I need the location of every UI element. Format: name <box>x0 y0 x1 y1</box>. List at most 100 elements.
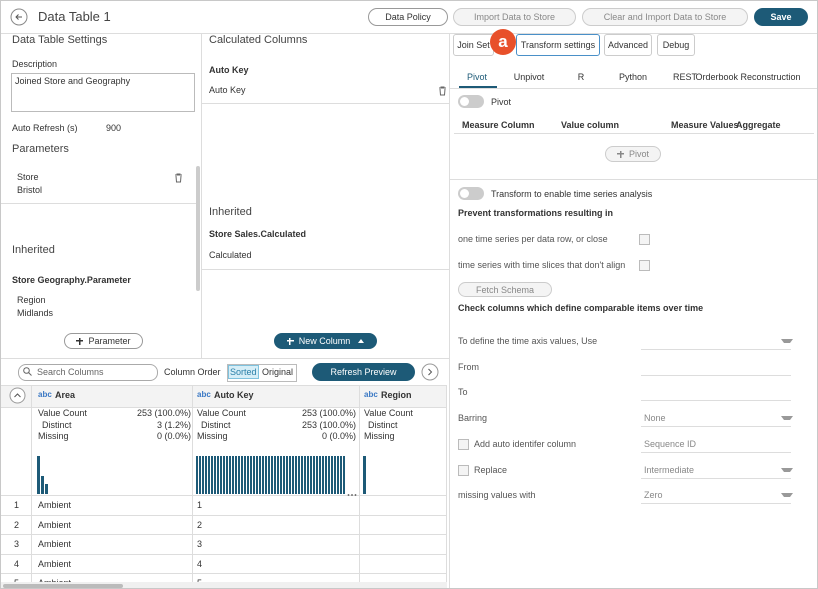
field-input[interactable] <box>641 426 791 428</box>
histogram-bar <box>253 456 255 494</box>
next-button-glyph <box>421 363 439 381</box>
separator <box>202 103 449 104</box>
histogram-bar <box>232 456 234 494</box>
histogram-bar <box>280 456 282 494</box>
clear-import-button[interactable]: Clear and Import Data to Store <box>582 8 748 26</box>
section-title: Calculated Columns <box>209 34 308 46</box>
histogram-bar <box>337 456 339 494</box>
field-input[interactable] <box>641 400 791 402</box>
stat-label: Missing <box>38 431 69 441</box>
field-input[interactable] <box>641 477 791 479</box>
column-name: Region <box>381 390 412 400</box>
checkbox[interactable] <box>458 464 469 476</box>
section-title: Data Table Settings <box>12 34 108 46</box>
search-box[interactable] <box>18 364 158 381</box>
histogram-bar <box>214 456 216 494</box>
cell: 1 <box>197 500 203 510</box>
row-number: 2 <box>14 519 20 530</box>
refresh-preview-button[interactable]: Refresh Preview <box>312 363 415 381</box>
histogram-bar <box>259 456 261 494</box>
caret-icon <box>358 339 365 343</box>
checkbox[interactable] <box>639 260 650 271</box>
field-input[interactable] <box>641 503 791 505</box>
delete-icon[interactable] <box>174 173 183 183</box>
cell: Ambient <box>38 558 72 569</box>
stat-label: Distinct <box>201 419 231 430</box>
button-label: Clear and Import Data to Store <box>603 12 727 22</box>
sub-tab: Orderbook Reconstruction <box>695 72 801 82</box>
delete-icon[interactable] <box>438 86 447 96</box>
import-button[interactable]: Import Data to Store <box>453 8 576 26</box>
fetch-schema-button[interactable]: Fetch Schema <box>458 282 552 297</box>
back-button-glyph <box>10 8 28 26</box>
row-divider <box>1 553 447 555</box>
data-policy-button[interactable]: Data Policy <box>368 8 448 26</box>
preview-divider <box>1 358 449 359</box>
column-name: Calculated <box>209 250 252 260</box>
histogram-bar <box>322 456 324 494</box>
search-icon <box>23 367 32 376</box>
parameter-value: Midlands <box>17 308 54 318</box>
next-button[interactable] <box>421 363 439 381</box>
histogram-bar <box>301 456 303 494</box>
cell: 2 <box>197 519 203 530</box>
field-input[interactable] <box>641 451 791 453</box>
cell: Ambient <box>38 519 72 530</box>
cell: 4 <box>197 558 203 569</box>
section-title: Inherited <box>209 206 252 218</box>
save-button[interactable]: Save <box>754 8 808 26</box>
more-indicator-glyph <box>347 494 357 496</box>
group-title: Check columns which define comparable it… <box>458 303 704 313</box>
field-value: Intermediate <box>644 464 695 475</box>
histogram-bar <box>199 456 201 494</box>
order-active[interactable] <box>228 365 259 379</box>
order-option: Original <box>262 367 294 377</box>
row-divider <box>1 514 447 516</box>
column-type: abc <box>197 390 211 399</box>
histogram-bar <box>325 456 327 494</box>
histogram-bar <box>37 456 40 494</box>
add-pivot-button[interactable]: Pivot <box>605 146 661 162</box>
settings-tab[interactable]: Transform settings <box>516 34 600 56</box>
stat-label: Missing <box>197 431 228 441</box>
column-divider <box>192 385 193 588</box>
settings-tab[interactable]: Debug <box>657 34 695 56</box>
histogram-bar <box>298 456 300 494</box>
stat-value: 253 (100.0%) <box>136 408 191 418</box>
field-label: To define the time axis values, Use <box>458 336 598 346</box>
histogram-bar <box>235 456 237 494</box>
histogram-bar <box>223 456 225 494</box>
table-header: Measure Values <box>671 120 739 130</box>
field-input[interactable] <box>641 374 791 376</box>
row-number: 1 <box>14 500 20 510</box>
new-column-button[interactable]: New Column <box>274 333 377 349</box>
checkbox[interactable] <box>639 234 650 245</box>
dropdown-caret <box>781 493 793 501</box>
horizontal-scrollbar <box>1 582 447 588</box>
settings-tab[interactable]: Join Set <box>453 34 494 56</box>
collapse-button[interactable] <box>9 387 26 404</box>
field-input[interactable] <box>641 349 791 350</box>
field-label: missing values with <box>458 490 536 501</box>
column-name: Auto Key <box>209 85 246 95</box>
button-label: Pivot <box>628 149 649 159</box>
back-button[interactable] <box>10 8 28 26</box>
histogram-bar <box>295 456 297 494</box>
page-title: Data Table 1 <box>38 9 111 24</box>
sub-tab: R <box>577 72 585 82</box>
option-label: one time series per data row, or close <box>458 234 608 244</box>
timeseries-toggle[interactable] <box>458 187 484 200</box>
button-label: Import Data to Store <box>473 12 556 22</box>
button-label: Parameter <box>88 336 131 346</box>
checkbox[interactable] <box>458 438 469 450</box>
histogram-bar <box>271 456 273 494</box>
left-divider <box>201 33 202 359</box>
column-name: Auto Key <box>214 390 254 400</box>
settings-tab[interactable]: Advanced <box>604 34 652 56</box>
add-parameter-button[interactable]: Parameter <box>64 333 143 349</box>
histogram-bar <box>277 456 279 494</box>
group-title: Store Geography.Parameter <box>12 275 131 285</box>
pivot-toggle[interactable] <box>458 95 484 108</box>
histogram-bar <box>319 456 321 494</box>
histogram-bar <box>45 484 48 494</box>
